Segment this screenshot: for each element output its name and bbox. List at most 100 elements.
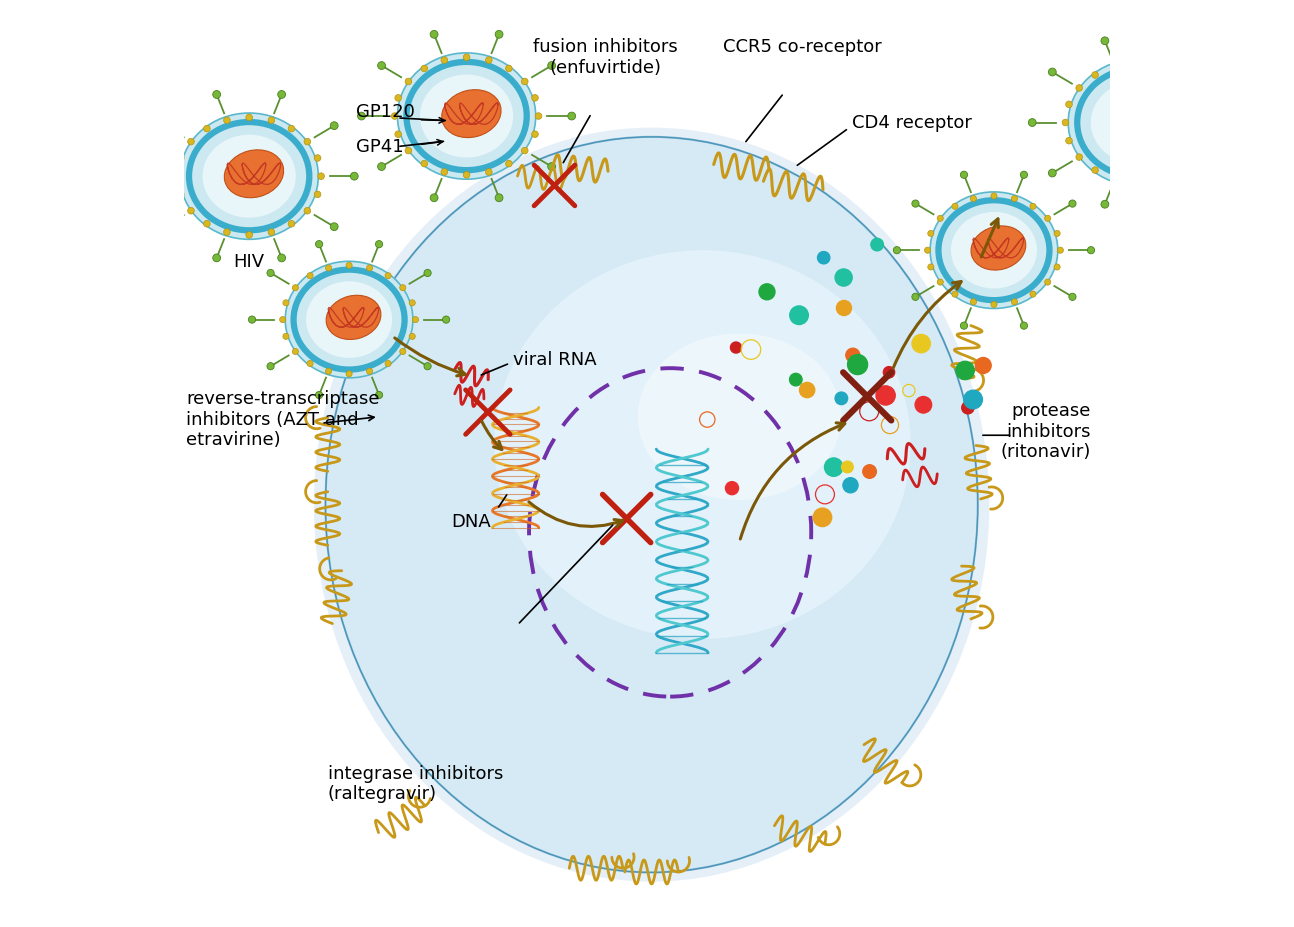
- Circle shape: [463, 55, 470, 61]
- Circle shape: [246, 115, 252, 121]
- Circle shape: [292, 286, 299, 291]
- Circle shape: [813, 509, 832, 527]
- Circle shape: [400, 349, 406, 355]
- Text: integrase inhibitors
(raltegravir): integrase inhibitors (raltegravir): [327, 764, 503, 803]
- Circle shape: [893, 248, 901, 255]
- Circle shape: [330, 223, 338, 232]
- Circle shape: [726, 482, 739, 495]
- Circle shape: [789, 374, 802, 387]
- Circle shape: [1012, 197, 1017, 202]
- Circle shape: [386, 361, 391, 367]
- Circle shape: [928, 264, 934, 271]
- Circle shape: [1012, 299, 1017, 306]
- Text: CD4 receptor: CD4 receptor: [853, 114, 972, 133]
- Ellipse shape: [397, 54, 536, 180]
- Circle shape: [314, 156, 321, 162]
- Circle shape: [316, 392, 322, 400]
- Text: GP41: GP41: [356, 137, 404, 156]
- Circle shape: [506, 66, 512, 72]
- Circle shape: [1044, 216, 1051, 222]
- Circle shape: [970, 299, 977, 306]
- Circle shape: [409, 334, 415, 340]
- Circle shape: [314, 192, 321, 198]
- Circle shape: [1134, 61, 1141, 68]
- Circle shape: [1101, 201, 1109, 209]
- Circle shape: [224, 230, 230, 236]
- Circle shape: [203, 222, 210, 228]
- Circle shape: [330, 122, 338, 131]
- Circle shape: [366, 369, 373, 375]
- Ellipse shape: [180, 114, 318, 240]
- Circle shape: [375, 241, 383, 248]
- Circle shape: [991, 302, 996, 308]
- Circle shape: [307, 273, 313, 279]
- Ellipse shape: [314, 129, 990, 882]
- Circle shape: [421, 161, 427, 168]
- Circle shape: [568, 113, 576, 121]
- Circle shape: [280, 317, 286, 324]
- Circle shape: [248, 317, 256, 324]
- Circle shape: [1029, 120, 1036, 127]
- Circle shape: [789, 307, 809, 325]
- Circle shape: [1219, 69, 1227, 77]
- Circle shape: [413, 317, 418, 324]
- Circle shape: [1238, 120, 1246, 127]
- Circle shape: [304, 139, 311, 146]
- Circle shape: [1157, 176, 1163, 183]
- Circle shape: [496, 32, 503, 39]
- Circle shape: [937, 280, 943, 286]
- Circle shape: [1202, 138, 1209, 145]
- Circle shape: [1087, 248, 1095, 255]
- Ellipse shape: [203, 135, 296, 219]
- Circle shape: [1176, 168, 1183, 174]
- Circle shape: [800, 383, 815, 399]
- Circle shape: [1166, 201, 1174, 209]
- Circle shape: [547, 163, 555, 171]
- Circle shape: [267, 270, 274, 277]
- Circle shape: [1112, 64, 1118, 70]
- Circle shape: [283, 300, 289, 307]
- Circle shape: [1192, 85, 1198, 92]
- Circle shape: [1157, 64, 1163, 70]
- Ellipse shape: [1069, 60, 1206, 186]
- Circle shape: [292, 349, 299, 355]
- Circle shape: [268, 118, 274, 124]
- Circle shape: [318, 173, 325, 180]
- Circle shape: [375, 392, 383, 400]
- Circle shape: [177, 192, 184, 198]
- Circle shape: [824, 458, 842, 476]
- Text: viral RNA: viral RNA: [512, 351, 597, 369]
- Circle shape: [960, 323, 968, 330]
- Circle shape: [1092, 168, 1099, 174]
- Circle shape: [915, 397, 932, 413]
- Circle shape: [928, 231, 934, 237]
- Circle shape: [841, 462, 853, 474]
- Circle shape: [316, 241, 322, 248]
- Circle shape: [532, 95, 538, 102]
- Circle shape: [506, 161, 512, 168]
- Circle shape: [521, 79, 528, 85]
- Circle shape: [536, 114, 542, 121]
- Circle shape: [1075, 85, 1083, 92]
- Circle shape: [991, 194, 996, 199]
- Circle shape: [289, 222, 295, 228]
- Circle shape: [1092, 72, 1099, 79]
- Circle shape: [203, 126, 210, 133]
- Ellipse shape: [494, 251, 911, 639]
- Circle shape: [835, 270, 853, 286]
- Ellipse shape: [951, 212, 1036, 289]
- Circle shape: [836, 301, 851, 316]
- Circle shape: [1192, 155, 1198, 161]
- Circle shape: [463, 172, 470, 179]
- Ellipse shape: [421, 75, 514, 159]
- Circle shape: [441, 57, 448, 64]
- Circle shape: [326, 369, 331, 375]
- Circle shape: [443, 317, 450, 324]
- Circle shape: [1044, 280, 1051, 286]
- Circle shape: [405, 79, 411, 85]
- Text: GP120: GP120: [356, 103, 415, 121]
- Circle shape: [730, 343, 741, 354]
- Circle shape: [278, 255, 286, 262]
- Circle shape: [842, 478, 858, 493]
- Circle shape: [1066, 102, 1073, 108]
